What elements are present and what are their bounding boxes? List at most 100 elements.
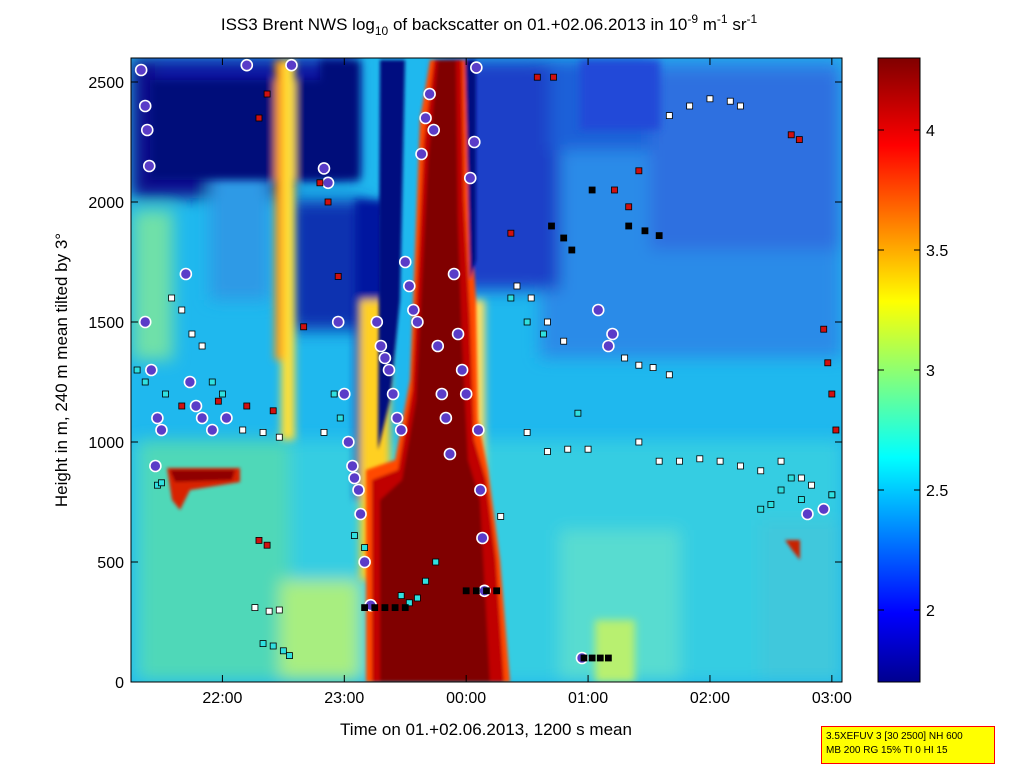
cloud-base-square [158, 479, 165, 487]
cloud-base-circle [468, 135, 481, 149]
cloud-base-circle [374, 339, 388, 353]
cloud-base-square [286, 652, 293, 659]
cloud-base-square [269, 642, 277, 650]
cloud-base-circle [472, 423, 485, 437]
cloud-base-square [665, 371, 673, 379]
cloud-base-square [808, 481, 815, 489]
cloud-base-circle [285, 58, 298, 72]
cloud-base-circle [443, 447, 457, 461]
cloud-base-circle [321, 176, 335, 190]
cloud-base-square [300, 323, 308, 331]
cloud-base-square [208, 378, 216, 386]
info-line-1: 3.5XEFUV 3 [30 2500] NH 600 [826, 731, 963, 742]
cloud-base-circle [394, 423, 408, 437]
info-line-2: MB 200 RG 15% TI 0 HI 15 [826, 745, 948, 756]
cloud-base-circle [459, 387, 473, 401]
cloud-base-square [548, 222, 555, 230]
cloud-base-square [523, 428, 531, 436]
cloud-base-square [198, 342, 206, 350]
cloud-base-square [641, 227, 649, 235]
cloud-base-square [550, 73, 557, 81]
cloud-base-square [381, 604, 389, 611]
cloud-base-square [584, 445, 592, 453]
cloud-base-square [828, 491, 836, 499]
cloud-base-square [162, 390, 169, 398]
cloud-base-square [596, 654, 604, 662]
cloud-base-square [265, 607, 273, 615]
cloud-base-square [655, 232, 663, 240]
cloud-base-circle [149, 459, 162, 473]
cloud-base-square [787, 474, 795, 482]
cloud-base-circle [155, 423, 168, 437]
cloud-base-circle [142, 159, 156, 173]
cloud-base-circle [189, 399, 203, 413]
cloud-base-square [580, 654, 588, 662]
cloud-base-circle [474, 483, 487, 497]
colorbar [877, 57, 921, 683]
cloud-base-square [655, 457, 663, 465]
cloud-base-circle [358, 555, 371, 569]
cloud-base-square [432, 558, 440, 566]
cloud-base-square [797, 496, 805, 504]
cloud-base-square [316, 179, 324, 187]
cloud-base-square [832, 426, 840, 434]
cloud-base-square [726, 97, 734, 105]
cloud-base-circle [470, 61, 483, 74]
cloud-base-square [686, 102, 694, 110]
cloud-base-square [767, 500, 775, 508]
cloud-base-square [361, 544, 369, 551]
x-axis: 22:00 23:00 00:00 01:00 02:00 03:00 [202, 58, 852, 707]
cloud-base-square [493, 587, 501, 595]
cloud-base-square [133, 366, 141, 374]
cloud-base-square [472, 587, 480, 595]
cloud-base-square [795, 136, 803, 144]
cloud-base-circle [337, 387, 351, 401]
cloud-base-square [696, 455, 704, 463]
cloud-base-square [168, 294, 176, 302]
cloud-base-square [214, 397, 222, 405]
info-box: 3.5XEFUV 3 [30 2500] NH 600 MB 200 RG 15… [821, 726, 995, 764]
cloud-base-square [824, 359, 832, 367]
cloud-base-circle [602, 339, 615, 353]
cloud-base-square [676, 457, 683, 465]
cloud-base-circle [390, 411, 404, 425]
cloud-base-square [397, 592, 405, 599]
cloud-base-square [635, 361, 643, 369]
cloud-base-circle [386, 387, 400, 401]
plot-frame [130, 57, 843, 683]
cloud-base-square [483, 587, 490, 595]
cloud-base-square [414, 594, 421, 602]
y-tick-label: 1000 [88, 435, 124, 452]
y-tick-label: 1500 [88, 315, 124, 332]
cloud-base-circle [415, 147, 428, 161]
y-tick-label: 2000 [88, 195, 124, 212]
cloud-base-square [544, 448, 551, 456]
cloud-base-circle [817, 502, 831, 516]
cloud-base-circle [403, 279, 416, 293]
y-tick-label: 0 [115, 675, 124, 692]
cloud-base-circle [346, 459, 359, 473]
cloud-base-square [324, 198, 332, 206]
cloud-base-square [251, 604, 259, 611]
cloud-base-square [188, 330, 196, 338]
x-tick-label: 00:00 [446, 690, 486, 707]
cloud-base-circle [455, 363, 469, 377]
cloud-base-square [279, 647, 287, 655]
cloud-base-square [275, 433, 283, 441]
cloud-base-square [255, 114, 263, 122]
cloud-base-square [361, 604, 369, 611]
cloud-base-square [263, 90, 271, 98]
cloud-base-square [255, 537, 263, 544]
cloud-base-square [523, 318, 531, 326]
cloud-base-circle [195, 411, 209, 425]
cloud-base-square [737, 462, 744, 470]
cloud-base-square [588, 186, 596, 194]
cloud-base-circle [183, 375, 197, 389]
y-tick-label: 500 [97, 555, 124, 572]
cloud-base-circle [140, 123, 154, 137]
cloud-base-circle [205, 423, 219, 437]
cloud-base-square [820, 325, 828, 333]
cloud-base-square [625, 203, 633, 211]
x-axis-label: Time on 01.+02.06.2013, 1200 s mean [340, 720, 632, 739]
cloud-base-circle [447, 267, 461, 281]
